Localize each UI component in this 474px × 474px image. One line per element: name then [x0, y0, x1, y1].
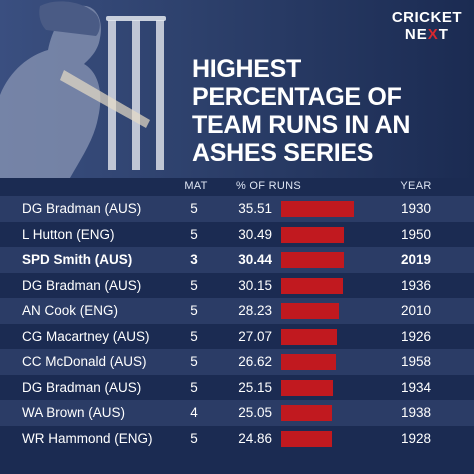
percent-value: 25.15	[238, 379, 272, 395]
year-value: 1950	[400, 226, 432, 242]
table-row: WA Brown (AUS) 4 25.05 1938	[0, 400, 474, 426]
header-mat: MAT	[184, 180, 208, 192]
percent-value: 35.51	[238, 201, 272, 216]
year-value: 2019	[400, 252, 432, 267]
matches-value: 5	[190, 328, 198, 344]
matches-value: 4	[190, 405, 198, 420]
player-name: SPD Smith (AUS)	[22, 252, 133, 267]
table-row: AN Cook (ENG) 5 28.23 2010	[0, 298, 474, 324]
percent-bar	[281, 252, 344, 268]
percent-bar	[281, 201, 354, 217]
matches-value: 5	[190, 201, 198, 216]
year-value: 1934	[400, 379, 432, 395]
percent-bar	[281, 354, 336, 370]
percent-bar	[281, 303, 340, 319]
header-year: YEAR	[400, 180, 432, 192]
percent-bar	[281, 405, 333, 421]
percent-value: 30.15	[238, 277, 272, 293]
year-value: 1938	[400, 405, 432, 420]
year-value: 1928	[400, 430, 432, 446]
percent-value: 26.62	[238, 354, 272, 369]
hero-photo	[0, 0, 474, 178]
percent-value: 25.05	[238, 405, 272, 420]
table-body: DG Bradman (AUS) 5 35.51 1930 L Hutton (ENG)…	[0, 196, 474, 451]
percent-bar	[281, 277, 343, 294]
table-row: CC McDonald (AUS) 5 26.62 1958	[0, 349, 474, 375]
year-value: 1936	[400, 277, 432, 293]
percent-bar	[281, 328, 337, 345]
table-row: DG Bradman (AUS) 5 25.15 1934	[0, 374, 474, 400]
matches-value: 5	[190, 430, 198, 446]
cricketnext-logo: CRICKET NEXT	[392, 10, 462, 42]
year-value: 1926	[400, 328, 432, 344]
table-row: WR Hammond (ENG) 5 24.86 1928	[0, 425, 474, 451]
percent-value: 30.49	[238, 226, 272, 242]
matches-value: 5	[190, 277, 198, 293]
header-pct: % OF RUNS	[236, 180, 302, 192]
batsman-photo	[0, 0, 474, 178]
table-row: L Hutton (ENG) 5 30.49 1950	[0, 221, 474, 247]
percent-value: 28.23	[238, 303, 272, 318]
year-value: 1930	[400, 201, 432, 216]
table-row: DG Bradman (AUS) 5 30.15 1936	[0, 272, 474, 298]
matches-value: 5	[190, 226, 198, 242]
matches-value: 5	[190, 303, 198, 318]
percent-value: 27.07	[238, 328, 272, 344]
player-name: DG Bradman (AUS)	[22, 201, 142, 216]
percent-bar	[281, 226, 344, 243]
matches-value: 5	[190, 354, 198, 369]
player-name: L Hutton (ENG)	[22, 226, 115, 242]
year-value: 1958	[400, 354, 432, 369]
percent-bar	[281, 430, 333, 447]
player-name: CC McDonald (AUS)	[22, 354, 147, 369]
matches-value: 5	[190, 379, 198, 395]
table-row: SPD Smith (AUS) 3 30.44 2019	[0, 247, 474, 273]
percent-bar	[281, 379, 333, 396]
player-name: WR Hammond (ENG)	[22, 430, 153, 446]
player-name: DG Bradman (AUS)	[22, 277, 142, 293]
matches-value: 3	[190, 252, 198, 267]
chart-title: HIGHEST PERCENTAGE OF TEAM RUNS IN AN AS…	[192, 55, 411, 167]
logo-line-1: CRICKET	[391, 9, 462, 26]
year-value: 2010	[400, 303, 432, 318]
percent-value: 30.44	[238, 252, 272, 267]
table-row: CG Macartney (AUS) 5 27.07 1926	[0, 323, 474, 349]
table-row: DG Bradman (AUS) 5 35.51 1930	[0, 196, 474, 222]
player-name: DG Bradman (AUS)	[22, 379, 142, 395]
percent-value: 24.86	[238, 430, 272, 446]
logo-line-2: NEXT	[404, 26, 449, 43]
player-name: WA Brown (AUS)	[22, 405, 126, 420]
player-name: AN Cook (ENG)	[22, 303, 119, 318]
player-name: CG Macartney (AUS)	[22, 328, 150, 344]
